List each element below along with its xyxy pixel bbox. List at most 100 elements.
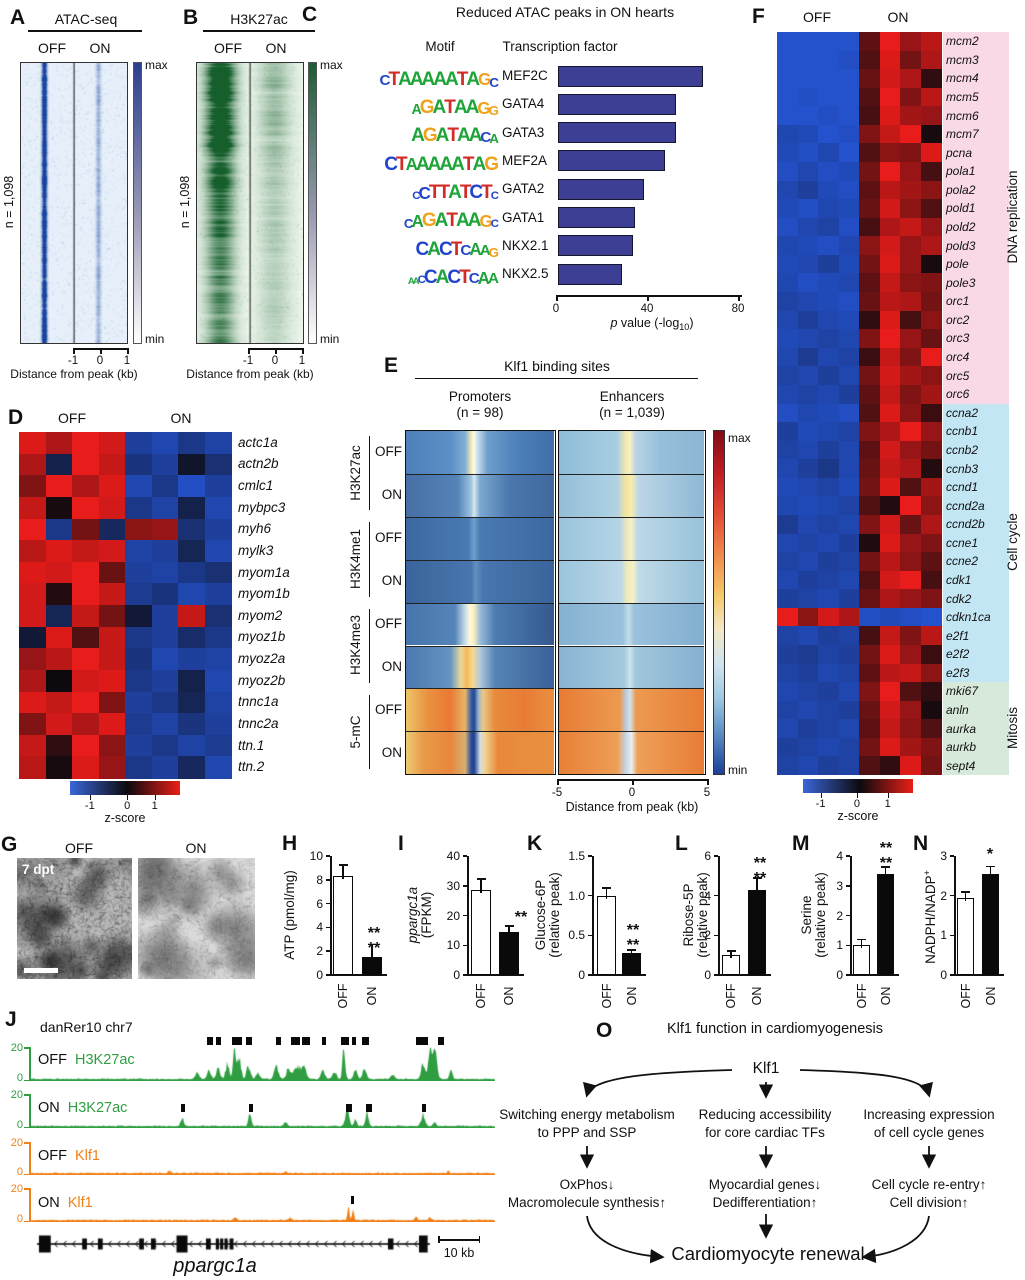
n-error-cap (961, 890, 970, 893)
c-motif-letter: A (412, 276, 420, 288)
f-heatmap-cell (879, 496, 901, 516)
j-peak-call-box (302, 1037, 310, 1045)
f-heatmap-cell (797, 143, 819, 163)
i-y-tick (463, 885, 467, 887)
e-row-state: OFF (375, 702, 402, 718)
f-heatmap-cell (797, 69, 819, 89)
n-y-tick-label: 1 (940, 928, 947, 943)
f-heatmap-cell (838, 310, 860, 330)
f-heatmap-cell (818, 87, 839, 107)
f-heatmap-cell (797, 477, 819, 497)
c-x-axis (556, 295, 742, 297)
c-x-tick-label: 0 (552, 303, 560, 315)
d-heatmap-cell (204, 734, 232, 757)
m-baseline (850, 974, 899, 976)
n-ylabel-sup: + (922, 869, 932, 875)
f-heatmap-cell (879, 700, 901, 720)
f-heatmap-cell (920, 236, 942, 256)
f-heatmap-cell (838, 106, 860, 126)
f-gene-label: e2f1 (946, 628, 970, 643)
k-y-axis (592, 856, 594, 976)
d-heatmap-cell (178, 605, 205, 628)
d-heatmap-cell (98, 605, 126, 628)
f-heatmap-cell (920, 347, 942, 367)
f-heatmap-cell (838, 737, 860, 757)
e-heatmap-row (406, 516, 554, 560)
d-heatmap-cell (125, 605, 152, 628)
d-heatmap-cell (151, 475, 179, 498)
d-heatmap-cell (19, 583, 46, 606)
e-heatmap-row (406, 731, 554, 775)
f-heatmap-cell (797, 199, 819, 219)
d-heatmap-cell (204, 496, 232, 519)
d-gene-label: myoz1b (238, 629, 286, 645)
f-heatmap-cell (838, 644, 860, 665)
k-y-tick (588, 855, 592, 857)
e-row-divider (559, 473, 704, 475)
e-row-divider (406, 645, 554, 647)
f-heatmap-cell (859, 663, 880, 683)
d-heatmap-cell (45, 691, 73, 714)
f-gene-label: mcm6 (946, 108, 979, 123)
e-heatmap-row (406, 431, 554, 474)
e-row-divider (559, 559, 704, 561)
f-heatmap-cell (797, 236, 819, 256)
f-heatmap-cell (879, 682, 901, 702)
f-heatmap-cell (818, 162, 839, 182)
c-motif-letter: C (412, 189, 420, 202)
f-heatmap-cell (879, 607, 901, 627)
f-heatmap-cell (838, 700, 860, 720)
d-heatmap-cell (125, 475, 152, 498)
l-error-cap (752, 877, 762, 879)
l-significance: ** (753, 870, 767, 887)
k-error-cap (602, 887, 611, 889)
f-heatmap-cell (900, 347, 921, 367)
c-motif-letter: A (411, 211, 424, 231)
f-heatmap-cell (920, 682, 942, 702)
f-heatmap-cell (859, 459, 880, 479)
f-heatmap-cell (859, 626, 880, 646)
c-motif-letter: A (479, 241, 491, 259)
e-colorbar (713, 430, 725, 775)
f-gene-label: orc3 (946, 331, 970, 346)
e-heatmap-block (558, 430, 706, 775)
j-gene-model (30, 1232, 495, 1256)
f-gene-label: ccnb3 (946, 461, 979, 476)
d-gene-label: mybpc3 (238, 499, 286, 515)
f-heatmap-cell (838, 199, 860, 219)
j-scale-bar-tick-left (438, 1236, 440, 1243)
m-y-tick (846, 914, 850, 917)
c-motif-letter: A (448, 182, 462, 204)
f-heatmap-cell (900, 366, 921, 386)
e-row-divider (559, 645, 704, 647)
f-heatmap-cell (920, 329, 942, 349)
k-significance: ** (626, 937, 640, 954)
e-heatmap-row (406, 473, 554, 517)
f-heatmap-cell (900, 719, 921, 739)
f-heatmap-cell (879, 199, 901, 219)
f-heatmap-cell (777, 682, 798, 702)
c-motif-letter: A (421, 68, 436, 90)
f-gene-label: pold1 (946, 201, 976, 216)
f-heatmap-cell (859, 607, 880, 627)
f-gene-label: pole3 (946, 275, 976, 290)
k-ylabel-text: (relative peak) (547, 871, 562, 958)
j-axis-vline (29, 1142, 31, 1175)
o-branch-top-line: to PPP and SSP (537, 1125, 637, 1140)
f-heatmap-cell (920, 719, 942, 739)
d-heatmap-cell (45, 669, 73, 693)
a-colorbar-max: max (145, 58, 168, 72)
e-colorbar-max: max (728, 431, 751, 445)
e-x-tick-label: 5 (703, 787, 711, 799)
d-col-on: ON (170, 410, 192, 426)
f-heatmap-cell (920, 106, 942, 126)
c-motif-letter: A (405, 155, 418, 175)
f-heatmap-cell (920, 700, 942, 720)
o-branch-top-line: of cell cycle genes (873, 1125, 985, 1140)
o-sink: Cardiomyocyte renewal (671, 1243, 865, 1264)
f-heatmap-cell (900, 384, 921, 404)
f-heatmap-cell (859, 162, 880, 182)
j-scale-bar-tick-right (478, 1236, 480, 1243)
b-colorbar-max: max (320, 58, 343, 72)
d-heatmap-cell (98, 626, 126, 649)
